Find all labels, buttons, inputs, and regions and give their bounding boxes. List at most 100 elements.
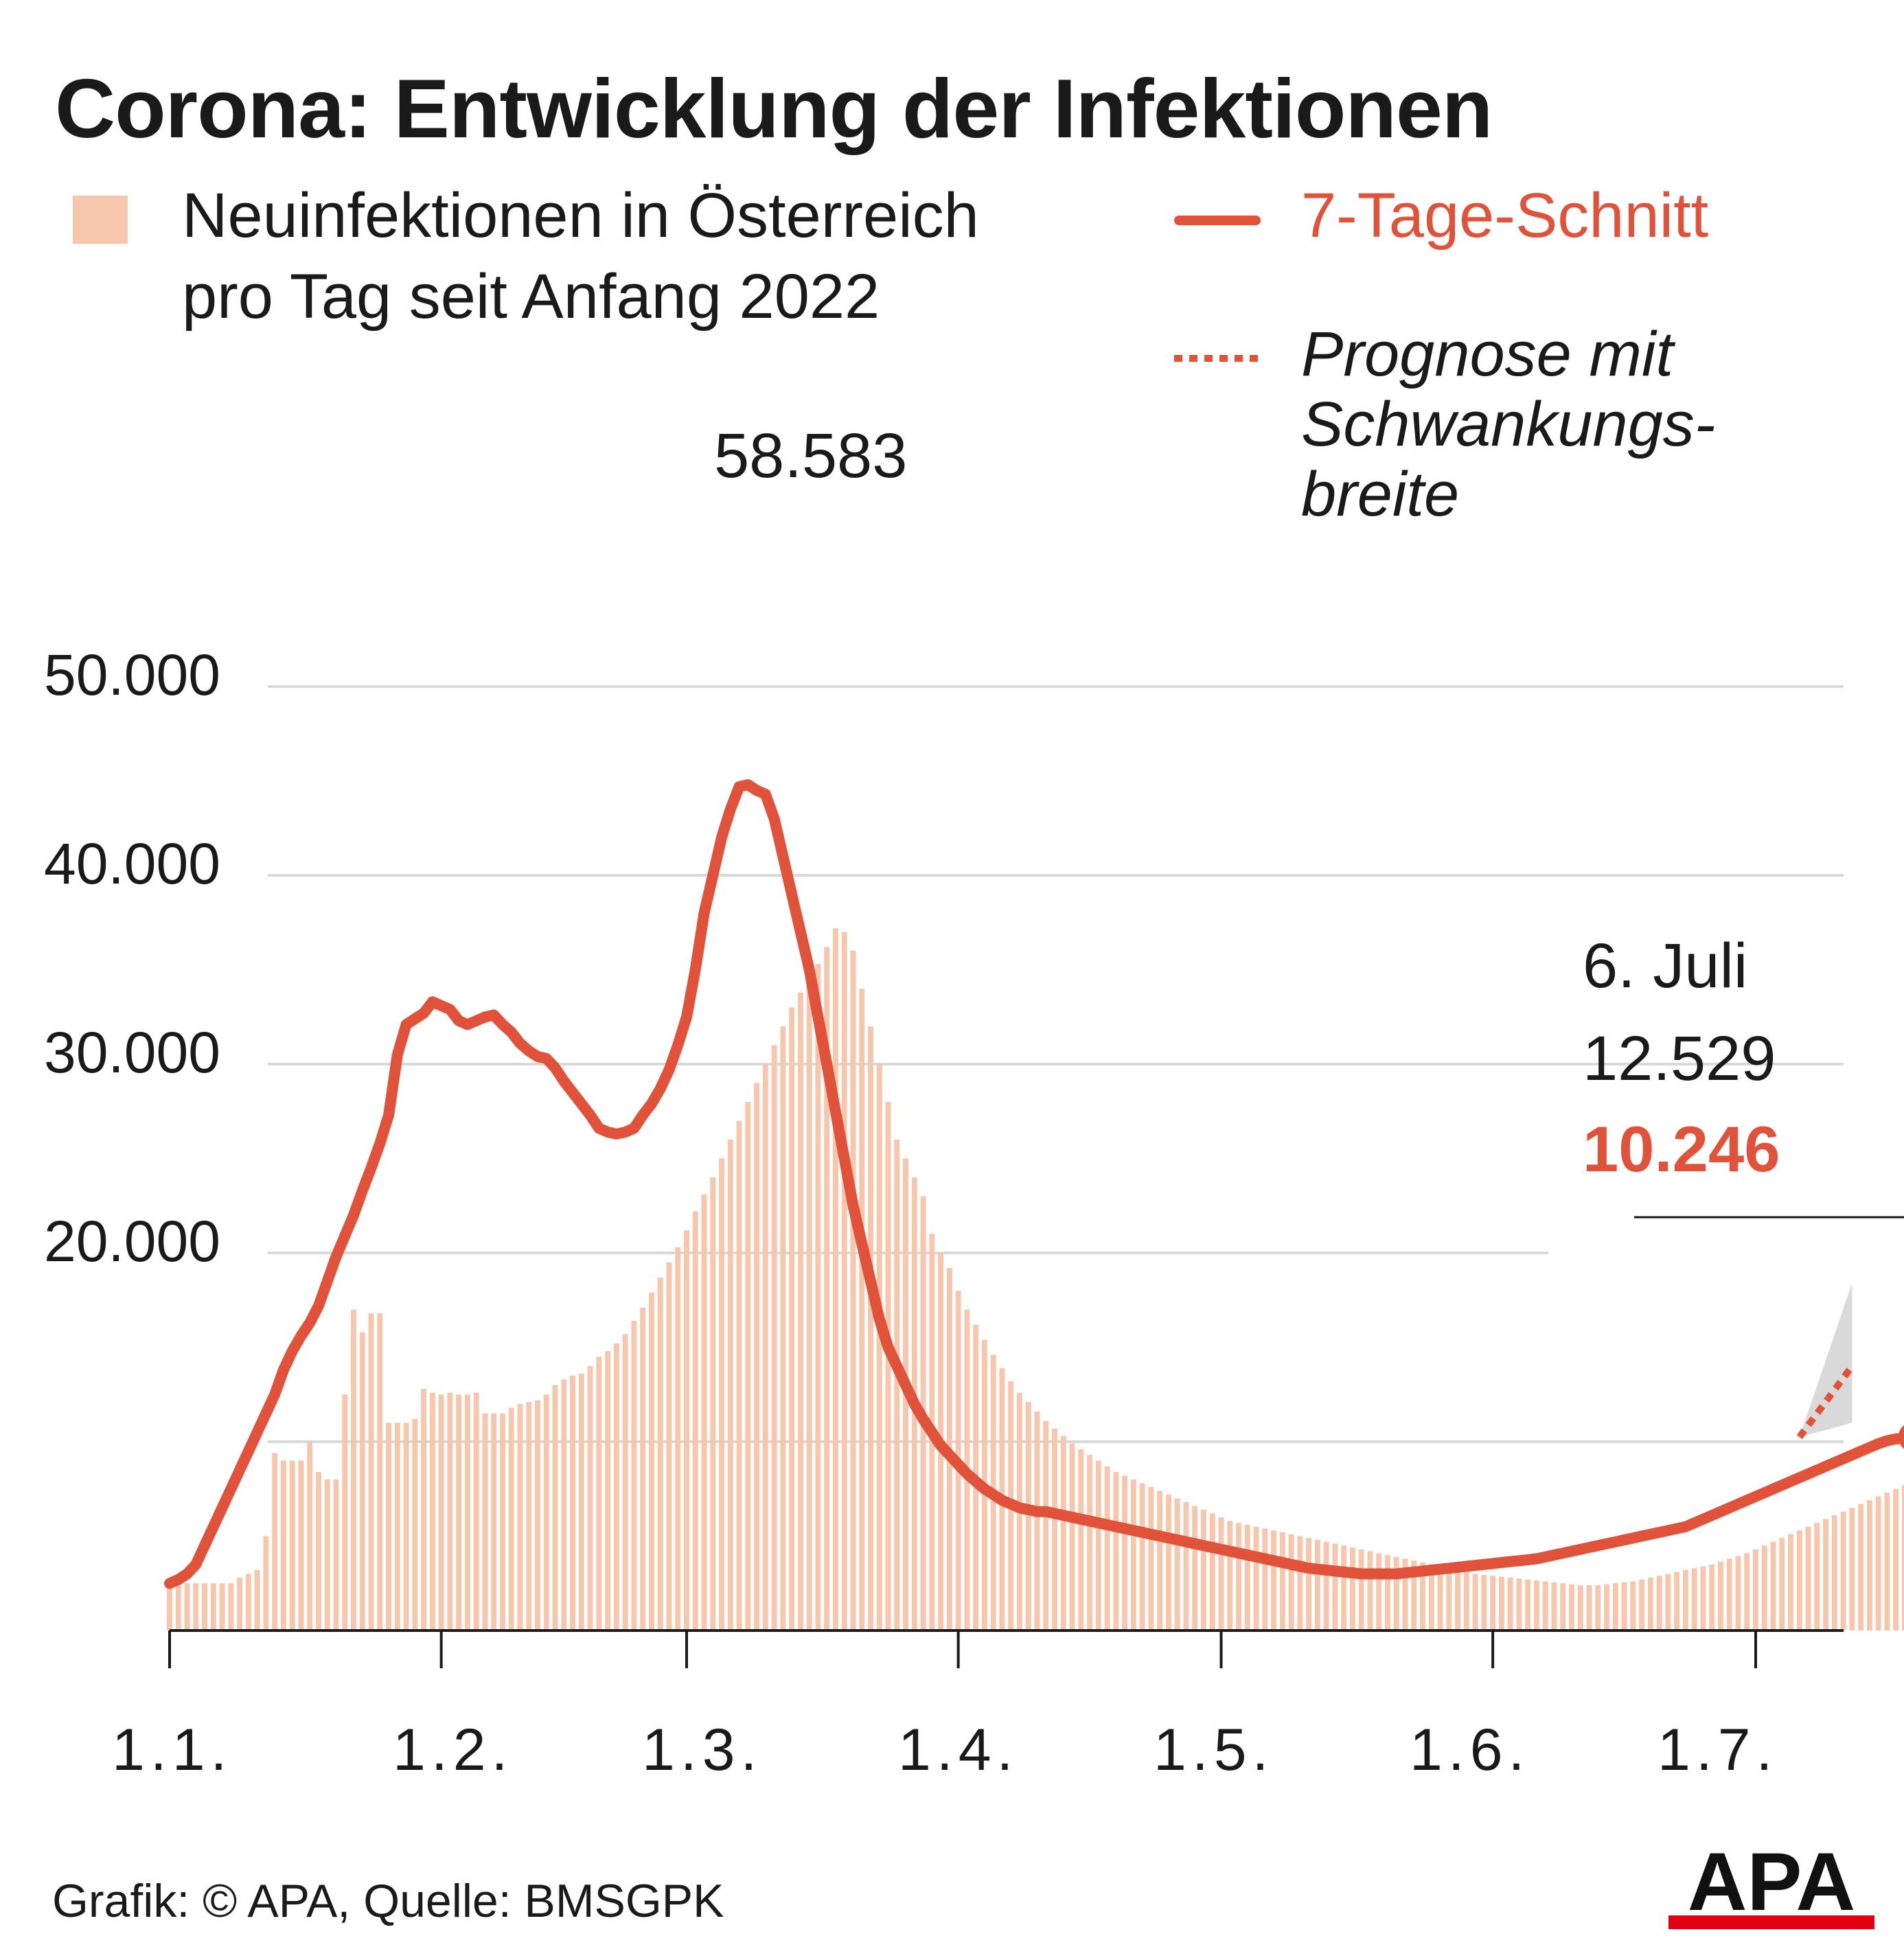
bar (1525, 1579, 1531, 1631)
bar (438, 1394, 444, 1631)
bar (535, 1400, 540, 1631)
annotation-leader (1634, 1216, 1904, 1219)
bar (1262, 1528, 1268, 1631)
bar (587, 1366, 593, 1631)
bar (508, 1407, 514, 1631)
bar (640, 1307, 646, 1631)
bar (1621, 1582, 1627, 1631)
bar (368, 1313, 374, 1631)
bar (245, 1574, 251, 1631)
bar (605, 1351, 611, 1631)
bar (797, 992, 803, 1631)
bar (657, 1277, 663, 1631)
x-tick-label-may: 1.5. (1154, 1717, 1274, 1783)
bar (1201, 1510, 1206, 1631)
bar (1174, 1498, 1180, 1631)
bar (1560, 1583, 1566, 1631)
bar (193, 1583, 199, 1631)
bar (710, 1177, 716, 1631)
current-point-marker (1898, 1425, 1904, 1449)
bar (316, 1472, 321, 1631)
bar (1788, 1534, 1794, 1631)
bar (1446, 1568, 1452, 1631)
bar (1279, 1532, 1285, 1631)
bar (1104, 1466, 1110, 1631)
bar (543, 1394, 549, 1631)
bar (1744, 1553, 1750, 1631)
bar (894, 1140, 900, 1631)
legend-line-swatch (1174, 216, 1261, 225)
bar (447, 1392, 453, 1631)
bar (1866, 1500, 1872, 1631)
annotation-date: 6. Juli (1583, 931, 1748, 1001)
bar (263, 1536, 269, 1631)
bar (1043, 1420, 1049, 1631)
bar (1227, 1521, 1233, 1631)
bar (876, 1064, 882, 1631)
bar (289, 1460, 295, 1631)
chart-title: Corona: Entwicklung der Infektionen (55, 62, 1493, 155)
bar (1437, 1566, 1443, 1631)
bar (1420, 1563, 1425, 1631)
bar (1875, 1496, 1881, 1631)
x-tick-label-mar: 1.3. (642, 1717, 763, 1783)
bar (719, 1158, 724, 1631)
bar (1218, 1517, 1224, 1631)
bar (1490, 1576, 1496, 1631)
y-tick-label-20000: 20.000 (44, 1209, 220, 1274)
bar (1542, 1581, 1548, 1631)
bar (727, 1140, 733, 1631)
bar (1735, 1556, 1741, 1631)
bar (1411, 1560, 1417, 1631)
bar (1586, 1585, 1592, 1631)
bar (675, 1247, 681, 1631)
bar (1498, 1576, 1504, 1631)
bar (359, 1332, 365, 1631)
bar (885, 1102, 891, 1631)
bar (1831, 1515, 1837, 1631)
bar (806, 979, 812, 1631)
legend-forecast-line2: Schwankungs- (1301, 389, 1716, 459)
x-tick-label-jan: 1.1. (112, 1717, 233, 1783)
bar (1647, 1578, 1653, 1631)
bar (648, 1292, 654, 1631)
bar (351, 1309, 356, 1631)
bar (175, 1583, 181, 1631)
bar (333, 1479, 339, 1631)
bar (1516, 1578, 1522, 1631)
bar (1253, 1526, 1259, 1631)
bar (1358, 1549, 1364, 1631)
bar (1902, 1485, 1904, 1631)
bar (1753, 1549, 1758, 1631)
bar (1060, 1436, 1066, 1631)
bar (684, 1230, 689, 1631)
bar (1209, 1513, 1215, 1631)
bar (1306, 1538, 1312, 1631)
y-tick-label-50000: 50.000 (44, 643, 220, 707)
bar (210, 1583, 216, 1631)
bar (1726, 1558, 1732, 1631)
bar (1192, 1506, 1198, 1631)
bar-series (167, 928, 1904, 1631)
bar (824, 947, 830, 1631)
bar (429, 1392, 435, 1631)
bar (1823, 1519, 1829, 1631)
bar (517, 1404, 523, 1631)
bar (386, 1422, 392, 1631)
x-tick-label-apr: 1.4. (898, 1717, 1019, 1783)
apa-logo-text: APA (1688, 1841, 1855, 1928)
bar (237, 1578, 243, 1631)
bar (1481, 1574, 1487, 1631)
bar (1884, 1493, 1890, 1631)
legend-bar-swatch (73, 196, 128, 244)
bar (1393, 1556, 1399, 1631)
bar (280, 1460, 286, 1631)
bar (832, 928, 838, 1631)
bar (1314, 1540, 1320, 1631)
bar (1113, 1472, 1119, 1631)
bar (1428, 1564, 1434, 1631)
bar (1665, 1574, 1671, 1631)
bar (1455, 1570, 1461, 1631)
bar (324, 1479, 330, 1631)
legend-bars-label-line1: Neuinfektionen in Österreich (182, 181, 979, 251)
